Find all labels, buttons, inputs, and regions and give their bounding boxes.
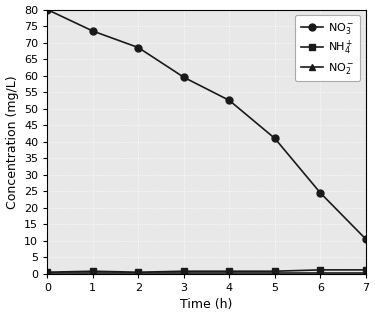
NH$_4^+$ [318,268,322,272]
NO$_2^-$ [90,271,95,275]
NO$_2^-$ [136,271,141,275]
Line: NO$_2^-$: NO$_2^-$ [44,270,369,277]
Y-axis label: Concentration (mg/L): Concentration (mg/L) [6,75,18,209]
NH$_4^+$ [45,270,50,274]
NO$_3^-$ [364,237,368,241]
NO$_3^-$ [227,99,232,102]
X-axis label: Time (h): Time (h) [180,298,233,311]
NH$_4^+$ [227,269,232,273]
NO$_3^-$ [45,8,50,11]
NH$_4^+$ [136,270,141,274]
NO$_3^-$ [90,29,95,33]
NH$_4^+$ [273,269,277,273]
NO$_3^-$ [318,191,322,195]
NO$_2^-$ [182,271,186,275]
NH$_4^+$ [364,268,368,272]
NH$_4^+$ [90,269,95,273]
Line: NH$_4^+$: NH$_4^+$ [44,267,369,275]
NO$_2^-$ [45,271,50,275]
NO$_2^-$ [273,271,277,275]
NO$_3^-$ [182,75,186,79]
NO$_3^-$ [136,46,141,49]
Line: NO$_3^-$: NO$_3^-$ [44,6,369,243]
NH$_4^+$ [182,269,186,273]
NO$_2^-$ [318,271,322,275]
NO$_3^-$ [273,137,277,140]
Legend: NO$_3^-$, NH$_4^+$, NO$_2^-$: NO$_3^-$, NH$_4^+$, NO$_2^-$ [295,15,360,81]
NO$_2^-$ [227,271,232,275]
NO$_2^-$ [364,271,368,275]
